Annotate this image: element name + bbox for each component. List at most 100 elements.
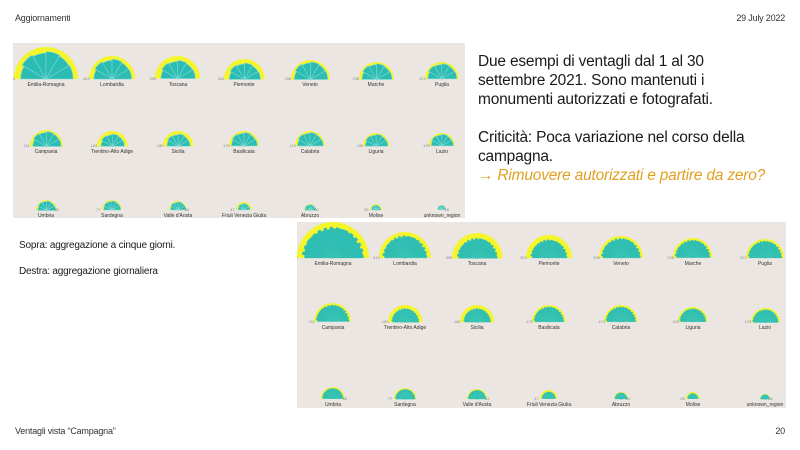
fan-region-label: unknown_region bbox=[423, 213, 461, 218]
fan-sardegna bbox=[102, 200, 122, 212]
fan-region-label: Molise bbox=[685, 402, 701, 408]
fan-value-label: 296 bbox=[593, 255, 600, 260]
fan-region-label: Calabria bbox=[611, 325, 631, 331]
fan-region-label: Veneto bbox=[613, 261, 629, 267]
fan-value-label: 221 bbox=[740, 255, 747, 260]
fan-value-label: 221 bbox=[419, 76, 426, 81]
critical-issue-line: Criticità: Poca variazione nel corso del… bbox=[478, 129, 745, 146]
fan-value-label: 77 bbox=[387, 396, 393, 401]
fan-puglia bbox=[746, 239, 784, 259]
fan-marche bbox=[358, 61, 394, 81]
fan-valle-d-aosta bbox=[169, 201, 187, 212]
fan-marche bbox=[673, 238, 713, 259]
fan-value-label: 85 bbox=[54, 207, 59, 212]
fan-piemonte bbox=[223, 58, 265, 81]
fan-value-label: 798 bbox=[13, 76, 15, 81]
fan-unknown-region bbox=[437, 205, 447, 212]
fan-region-label: Trentino-Alto Adige bbox=[383, 325, 427, 331]
fan-region-label: Sardegna bbox=[101, 213, 123, 218]
fan-region-label: Liguria bbox=[368, 149, 384, 155]
fan-sicilia bbox=[459, 304, 495, 323]
fan-region-label: Puglia bbox=[758, 261, 772, 267]
fan-value-label: 175 bbox=[223, 143, 230, 148]
fan-region-label: Friuli Venezia Giulia bbox=[526, 402, 572, 408]
fan-region-label: Basilicata bbox=[538, 325, 560, 331]
fan-region-label: Umbria bbox=[324, 402, 342, 408]
fan-region-label: Puglia bbox=[435, 82, 449, 88]
fan-puglia bbox=[425, 62, 459, 81]
description-line: Due esempi di ventagli dal 1 al 30 bbox=[478, 53, 704, 70]
fan-value-label: 47 bbox=[534, 396, 539, 401]
fan-veneto bbox=[290, 59, 330, 81]
fan-value-label: 135 bbox=[356, 143, 364, 148]
fan-region-label: Lombardia bbox=[100, 82, 124, 88]
description-line: settembre 2021. Sono mantenuti i bbox=[478, 72, 705, 89]
fan-region-label: Calabria bbox=[300, 149, 320, 155]
fan-value-label: 414 bbox=[82, 76, 90, 81]
description-text: Due esempi di ventagli dal 1 al 30 sette… bbox=[478, 52, 788, 185]
fan-value-label: 211 bbox=[23, 143, 30, 148]
fan-value-label: 62 bbox=[485, 396, 490, 401]
fan-value-label: 28 bbox=[680, 396, 685, 401]
fan-value-label: 28 bbox=[364, 207, 369, 212]
fan-region-label: Lazio bbox=[436, 149, 448, 155]
fan-umbria bbox=[35, 199, 57, 212]
fan-value-label: 16 bbox=[444, 207, 449, 212]
proposal-line: → Rimuovere autorizzati e partire da zer… bbox=[478, 167, 766, 184]
fan-value-label: 129 bbox=[744, 319, 752, 324]
fan-value-label: 77 bbox=[96, 207, 101, 212]
fan-trentino-alto-adige bbox=[96, 130, 128, 148]
fan-trentino-alto-adige bbox=[387, 304, 423, 323]
fan-lazio bbox=[429, 133, 455, 148]
fan-region-label: Trentino-Alto Adige bbox=[90, 149, 134, 155]
fan-unknown-region bbox=[759, 393, 771, 400]
fan-region-label: Lombardia bbox=[393, 261, 417, 267]
fan-sicilia bbox=[162, 130, 194, 148]
fan-value-label: 395 bbox=[445, 255, 453, 260]
fan-region-label: Piemonte bbox=[538, 261, 560, 267]
fan-region-label: Emilia-Romagna bbox=[314, 261, 352, 267]
fan-region-label: Umbria bbox=[37, 213, 55, 218]
fan-value-label: 30 bbox=[625, 396, 631, 401]
fan-region-label: Sardegna bbox=[394, 402, 416, 408]
fan-value-label: 16 bbox=[768, 396, 773, 401]
fan-region-label: Sicilia bbox=[470, 325, 484, 331]
fan-region-label: Veneto bbox=[302, 82, 318, 88]
fan-abruzzo bbox=[303, 203, 317, 212]
fan-sardegna bbox=[393, 387, 417, 400]
fan-friuli-venezia-giulia bbox=[540, 390, 558, 400]
fan-campania bbox=[29, 129, 63, 148]
fan-value-label: 324 bbox=[520, 255, 527, 260]
fan-value-label: 798 bbox=[297, 255, 298, 260]
fan-emilia-romagna bbox=[14, 47, 78, 81]
fan-region-label: Valle d'Aosta bbox=[163, 213, 193, 218]
fan-value-label: 183 bbox=[90, 143, 98, 148]
fan-value-label: 238 bbox=[352, 76, 360, 81]
fan-chart-daily: Emilia-Romagna 798 Lombardia 414 Toscana 395 P… bbox=[297, 222, 786, 408]
fan-value-label: 62 bbox=[184, 207, 190, 212]
fan-toscana bbox=[451, 232, 503, 259]
fan-region-label: Toscana bbox=[467, 261, 487, 267]
fan-calabria bbox=[604, 305, 638, 323]
fan-region-label: Valle d'Aosta bbox=[462, 402, 492, 408]
critical-issue-line: campagna. bbox=[478, 148, 553, 165]
section-title: Aggiornamenti bbox=[15, 13, 71, 23]
note-daily: Destra: aggregazione giornaliera bbox=[19, 266, 158, 277]
fan-value-label: 296 bbox=[284, 76, 292, 81]
note-five-day: Sopra: aggregazione a cinque giorni. bbox=[19, 240, 176, 251]
fan-region-label: Marche bbox=[367, 82, 385, 88]
fan-region-label: Campania bbox=[34, 149, 58, 155]
fan-region-label: Abruzzo bbox=[300, 213, 320, 218]
fan-basilicata bbox=[229, 131, 259, 148]
fan-value-label: 414 bbox=[373, 255, 380, 260]
fan-value-label: 174 bbox=[289, 143, 296, 148]
fan-chart-five-day: Emilia-Romagna 798 Lombardia 414 Toscana 395 P… bbox=[13, 43, 465, 218]
fan-region-label: Toscana bbox=[168, 82, 188, 88]
fan-value-label: 85 bbox=[342, 396, 348, 401]
page-number: 20 bbox=[775, 426, 785, 436]
fan-toscana bbox=[155, 56, 201, 81]
fan-friuli-venezia-giulia bbox=[236, 202, 252, 212]
fan-basilicata bbox=[532, 305, 566, 323]
fan-region-label: Sicilia bbox=[171, 149, 185, 155]
fan-emilia-romagna bbox=[297, 222, 369, 259]
